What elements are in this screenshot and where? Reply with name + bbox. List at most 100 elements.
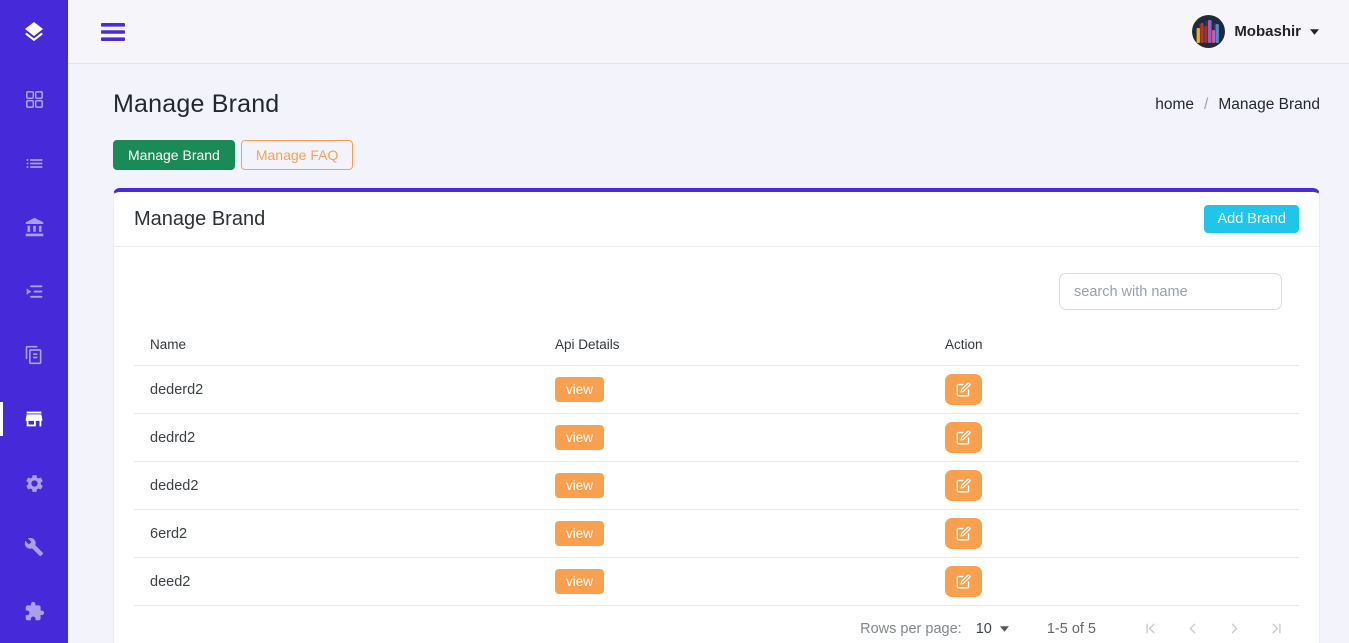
card-title: Manage Brand bbox=[134, 207, 266, 230]
layers-icon bbox=[22, 20, 46, 44]
view-api-details-button[interactable]: view bbox=[555, 521, 605, 546]
edit-icon bbox=[956, 526, 971, 541]
first-page-icon bbox=[1142, 620, 1159, 637]
column-header-action: Action bbox=[929, 322, 1299, 366]
documents-icon bbox=[24, 345, 44, 365]
hamburger-icon bbox=[100, 22, 126, 42]
edit-icon bbox=[956, 574, 971, 589]
edit-icon bbox=[956, 478, 971, 493]
pagination-range: 1-5 of 5 bbox=[1046, 620, 1096, 637]
card-header: Manage Brand Add Brand bbox=[114, 192, 1319, 247]
table-header-row: Name Api Details Action bbox=[134, 322, 1299, 366]
sidebar-item-documents[interactable] bbox=[0, 323, 68, 387]
brand-name-cell: dederd2 bbox=[134, 365, 539, 414]
tab-manage-faq[interactable]: Manage FAQ bbox=[240, 140, 354, 170]
page-title: Manage Brand bbox=[113, 90, 280, 118]
sidebar-item-settings[interactable] bbox=[0, 451, 68, 515]
search-row bbox=[134, 273, 1299, 310]
sidebar-toggle-button[interactable] bbox=[98, 18, 128, 46]
puzzle-icon bbox=[24, 601, 45, 622]
pagination-bar: Rows per page: 10 1-5 of 5 bbox=[134, 606, 1299, 643]
edit-brand-button[interactable] bbox=[945, 422, 982, 453]
table-row: deed2 view bbox=[134, 557, 1299, 606]
breadcrumb: home / Manage Brand bbox=[1155, 96, 1320, 114]
action-cell bbox=[929, 461, 1299, 510]
add-brand-button[interactable]: Add Brand bbox=[1204, 205, 1299, 233]
table-row: dederd2 view bbox=[134, 365, 1299, 414]
breadcrumb-home-link[interactable]: home bbox=[1155, 95, 1194, 113]
caret-down-icon bbox=[999, 625, 1009, 632]
sidebar bbox=[0, 0, 68, 643]
chevron-left-button[interactable] bbox=[1184, 620, 1201, 637]
view-api-details-button[interactable]: view bbox=[555, 473, 605, 498]
edit-brand-button[interactable] bbox=[945, 470, 982, 501]
view-api-details-button[interactable]: view bbox=[555, 569, 605, 594]
api-details-cell: view bbox=[539, 557, 929, 606]
sidebar-item-bank[interactable] bbox=[0, 195, 68, 259]
wrench-icon bbox=[24, 537, 44, 557]
sidebar-nav bbox=[0, 67, 68, 643]
top-header: Mobashir bbox=[68, 0, 1349, 64]
view-api-details-button[interactable]: view bbox=[555, 425, 605, 450]
page-head: Manage Brand home / Manage Brand bbox=[113, 90, 1320, 119]
api-details-cell: view bbox=[539, 413, 929, 462]
user-name: Mobashir bbox=[1234, 23, 1301, 40]
column-header-api-details: Api Details bbox=[539, 322, 929, 366]
playlist-icon bbox=[24, 281, 45, 302]
page-content: Manage Brand home / Manage Brand Manage … bbox=[68, 64, 1349, 643]
api-details-cell: view bbox=[539, 509, 929, 558]
breadcrumb-current: Manage Brand bbox=[1218, 95, 1320, 113]
action-cell bbox=[929, 413, 1299, 462]
sidebar-item-store[interactable] bbox=[0, 387, 68, 451]
sidebar-item-plugins[interactable] bbox=[0, 579, 68, 643]
last-page-icon bbox=[1268, 620, 1285, 637]
table-row: 6erd2 view bbox=[134, 509, 1299, 558]
chevron-right-button[interactable] bbox=[1226, 620, 1243, 637]
action-cell bbox=[929, 365, 1299, 414]
app-logo[interactable] bbox=[0, 4, 68, 59]
rows-per-page-select[interactable]: 10 bbox=[976, 621, 1009, 637]
user-menu[interactable]: Mobashir bbox=[1192, 15, 1319, 48]
sidebar-item-playlist[interactable] bbox=[0, 259, 68, 323]
api-details-cell: view bbox=[539, 365, 929, 414]
edit-brand-button[interactable] bbox=[945, 566, 982, 597]
grid-icon bbox=[24, 89, 45, 110]
brand-name-cell: dedrd2 bbox=[134, 413, 539, 462]
first-page-button[interactable] bbox=[1142, 620, 1159, 637]
api-details-cell: view bbox=[539, 461, 929, 510]
edit-brand-button[interactable] bbox=[945, 374, 982, 405]
brand-table: Name Api Details Action dederd2 view dedrd2 v… bbox=[134, 322, 1299, 606]
gear-icon bbox=[24, 473, 45, 494]
edit-icon bbox=[956, 430, 971, 445]
brand-name-cell: deed2 bbox=[134, 557, 539, 606]
tab-manage-brand[interactable]: Manage Brand bbox=[113, 140, 235, 170]
sidebar-item-tools[interactable] bbox=[0, 515, 68, 579]
breadcrumb-separator: / bbox=[1204, 95, 1209, 113]
action-cell bbox=[929, 509, 1299, 558]
chevron-right-icon bbox=[1226, 620, 1243, 637]
sidebar-item-lists[interactable] bbox=[0, 131, 68, 195]
search-input[interactable] bbox=[1059, 273, 1282, 310]
store-icon bbox=[23, 408, 45, 430]
brand-name-cell: 6erd2 bbox=[134, 509, 539, 558]
list-icon bbox=[24, 153, 45, 174]
view-api-details-button[interactable]: view bbox=[555, 377, 605, 402]
chevron-left-icon bbox=[1184, 620, 1201, 637]
sidebar-item-dashboard[interactable] bbox=[0, 67, 68, 131]
rows-per-page-label: Rows per page: bbox=[860, 620, 962, 637]
pager-buttons bbox=[1142, 620, 1285, 637]
edit-icon bbox=[956, 382, 971, 397]
bank-icon bbox=[24, 217, 45, 238]
column-header-name: Name bbox=[134, 322, 539, 366]
last-page-button[interactable] bbox=[1268, 620, 1285, 637]
avatar bbox=[1192, 15, 1226, 48]
main-column: Mobashir Manage Brand home / Manage Bran… bbox=[68, 0, 1349, 643]
caret-down-icon bbox=[1310, 28, 1319, 35]
table-body: dederd2 view dedrd2 view deded2 view 6erd2 view… bbox=[134, 365, 1299, 606]
table-row: deded2 view bbox=[134, 461, 1299, 510]
brand-name-cell: deded2 bbox=[134, 461, 539, 510]
page-tabs: Manage Brand Manage FAQ bbox=[113, 140, 1320, 170]
edit-brand-button[interactable] bbox=[945, 518, 982, 549]
